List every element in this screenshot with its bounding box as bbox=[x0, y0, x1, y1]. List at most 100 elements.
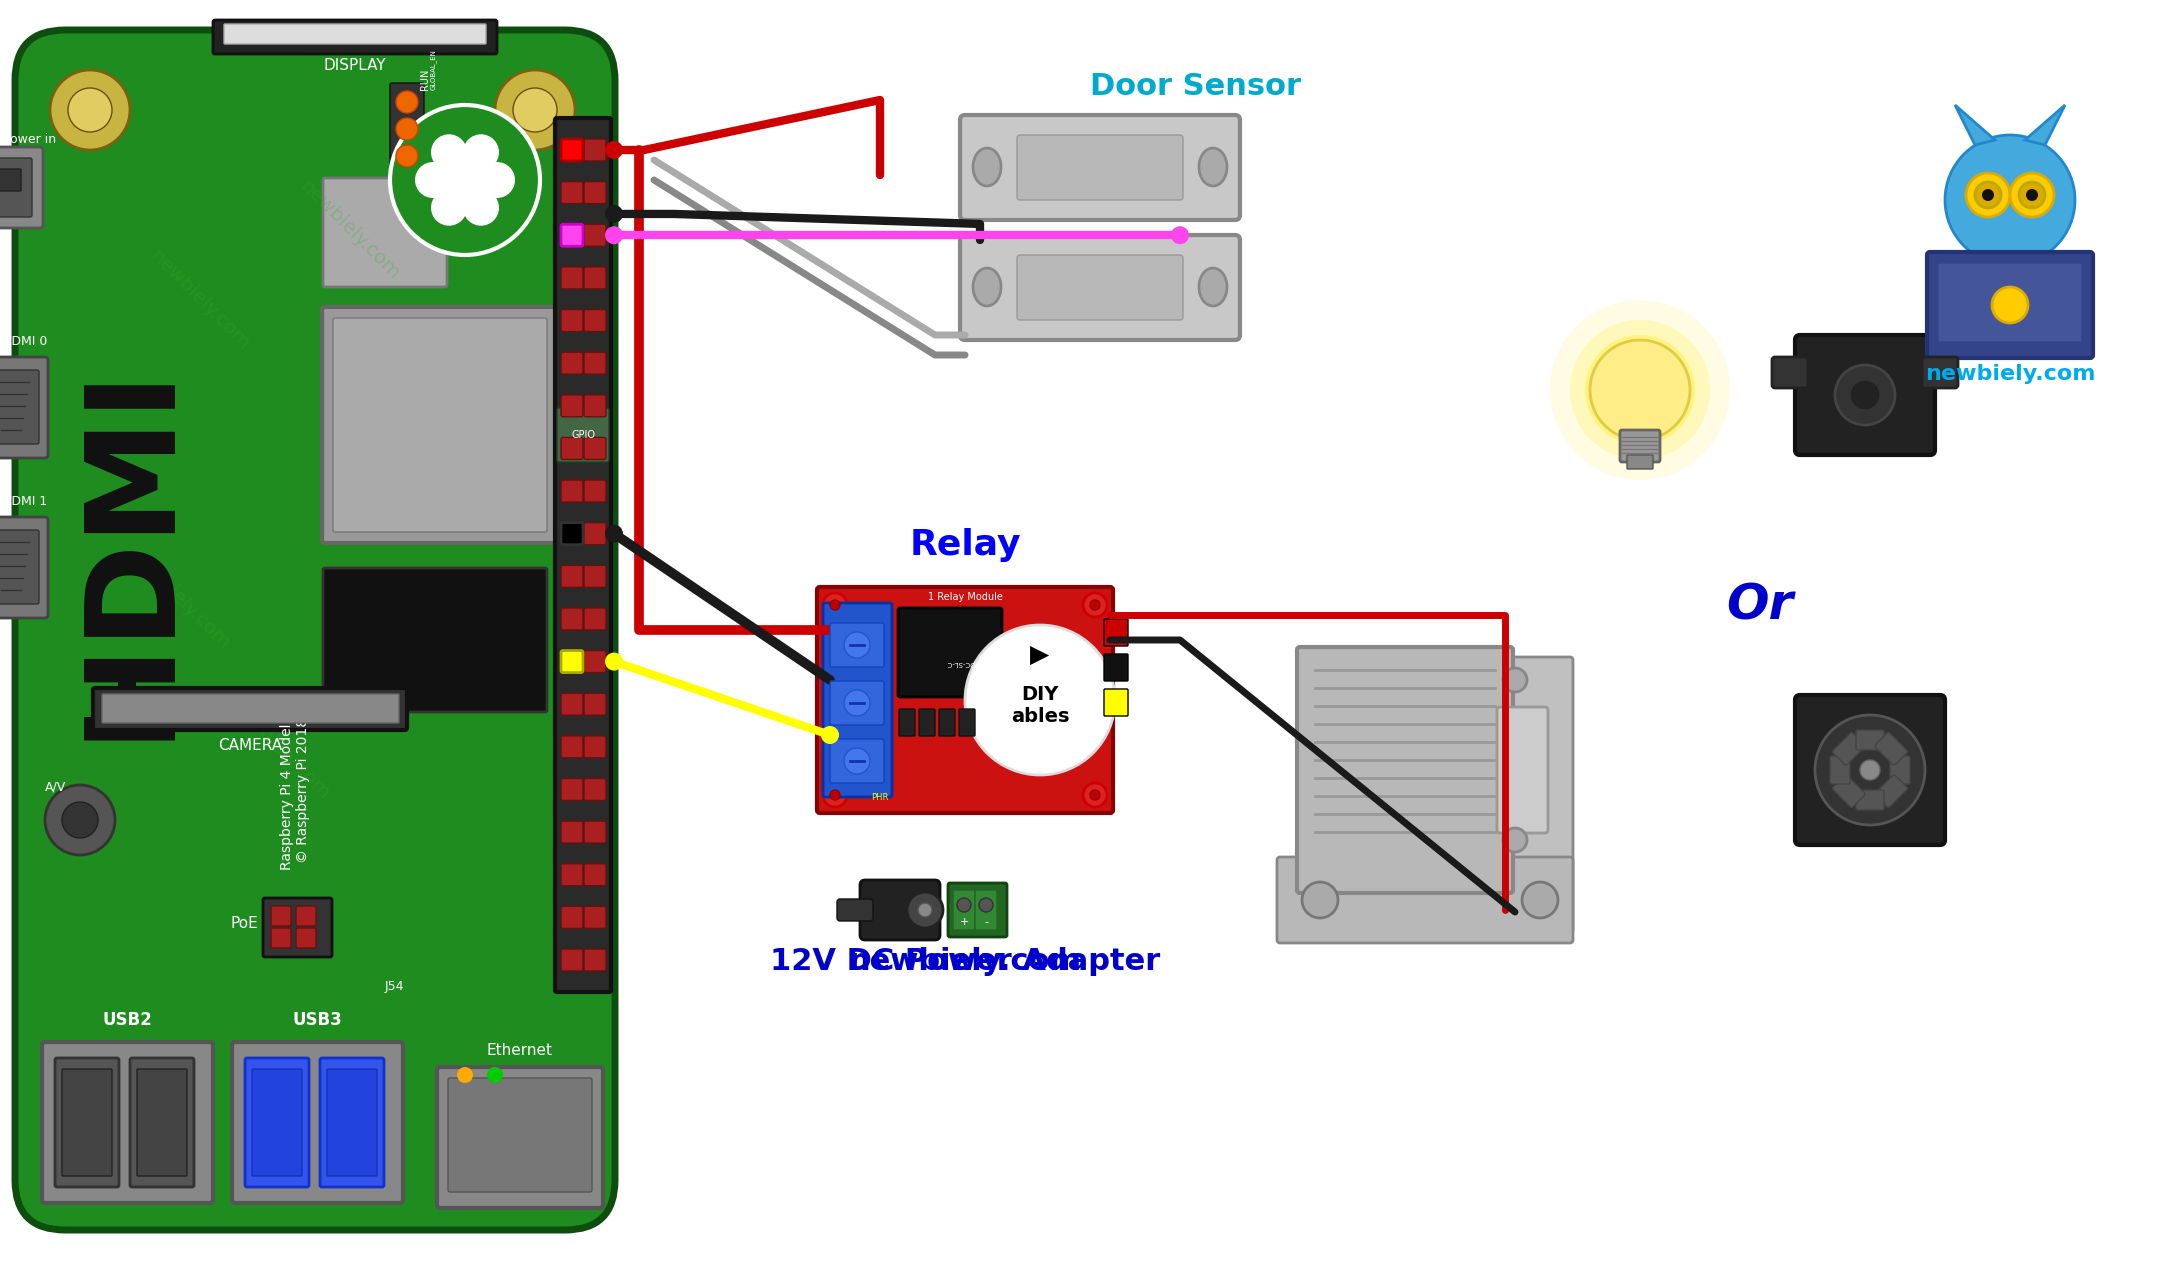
FancyBboxPatch shape bbox=[561, 565, 583, 587]
FancyBboxPatch shape bbox=[897, 608, 1001, 697]
Circle shape bbox=[1946, 135, 2076, 265]
Text: DISPLAY: DISPLAY bbox=[323, 58, 386, 73]
FancyBboxPatch shape bbox=[54, 1058, 119, 1188]
FancyBboxPatch shape bbox=[1103, 689, 1129, 716]
FancyBboxPatch shape bbox=[223, 24, 485, 44]
Circle shape bbox=[67, 1128, 113, 1172]
FancyBboxPatch shape bbox=[0, 357, 48, 458]
Circle shape bbox=[464, 134, 498, 170]
FancyBboxPatch shape bbox=[1833, 775, 1866, 808]
FancyBboxPatch shape bbox=[1937, 262, 2082, 342]
Text: DIY
ables: DIY ables bbox=[1010, 684, 1068, 726]
FancyBboxPatch shape bbox=[271, 928, 290, 948]
FancyBboxPatch shape bbox=[1497, 707, 1547, 833]
Text: USB3: USB3 bbox=[293, 1011, 342, 1029]
FancyBboxPatch shape bbox=[297, 928, 316, 948]
Circle shape bbox=[464, 189, 498, 226]
FancyBboxPatch shape bbox=[561, 266, 583, 289]
FancyBboxPatch shape bbox=[561, 480, 583, 502]
FancyBboxPatch shape bbox=[1627, 456, 1653, 469]
FancyBboxPatch shape bbox=[0, 370, 39, 444]
Circle shape bbox=[605, 525, 622, 543]
FancyBboxPatch shape bbox=[1890, 756, 1909, 784]
Circle shape bbox=[46, 785, 115, 854]
Ellipse shape bbox=[973, 268, 1001, 305]
Text: HDMI: HDMI bbox=[69, 361, 191, 740]
Circle shape bbox=[457, 1066, 472, 1083]
FancyBboxPatch shape bbox=[1773, 357, 1807, 387]
FancyBboxPatch shape bbox=[583, 863, 607, 886]
Text: Ethernet: Ethernet bbox=[488, 1042, 553, 1058]
FancyBboxPatch shape bbox=[583, 352, 607, 374]
Text: newbiely.com: newbiely.com bbox=[228, 697, 334, 804]
Circle shape bbox=[1504, 828, 1528, 852]
Text: J54: J54 bbox=[386, 981, 405, 993]
Circle shape bbox=[919, 904, 932, 917]
FancyBboxPatch shape bbox=[390, 83, 425, 177]
FancyBboxPatch shape bbox=[899, 709, 914, 736]
FancyBboxPatch shape bbox=[583, 693, 607, 716]
Circle shape bbox=[1090, 790, 1101, 800]
FancyBboxPatch shape bbox=[1016, 255, 1183, 321]
FancyBboxPatch shape bbox=[561, 822, 583, 843]
Text: newbiely.com: newbiely.com bbox=[147, 247, 254, 355]
FancyBboxPatch shape bbox=[947, 883, 1008, 936]
FancyBboxPatch shape bbox=[817, 587, 1114, 813]
Circle shape bbox=[1851, 380, 1881, 410]
FancyBboxPatch shape bbox=[323, 307, 557, 543]
FancyBboxPatch shape bbox=[1794, 695, 1946, 846]
Circle shape bbox=[1571, 321, 1710, 461]
Text: -: - bbox=[984, 917, 988, 928]
Circle shape bbox=[1835, 365, 1894, 425]
FancyBboxPatch shape bbox=[583, 651, 607, 673]
Text: newbiely.com: newbiely.com bbox=[126, 546, 234, 654]
FancyBboxPatch shape bbox=[1103, 654, 1129, 681]
FancyBboxPatch shape bbox=[561, 949, 583, 970]
Circle shape bbox=[494, 1111, 574, 1190]
FancyBboxPatch shape bbox=[960, 235, 1240, 339]
FancyBboxPatch shape bbox=[0, 169, 22, 191]
FancyBboxPatch shape bbox=[15, 30, 615, 1230]
FancyBboxPatch shape bbox=[561, 352, 583, 374]
Circle shape bbox=[431, 134, 468, 170]
Text: +: + bbox=[960, 917, 969, 928]
Circle shape bbox=[1816, 716, 1924, 825]
Text: SRD-05VDC-SL-C: SRD-05VDC-SL-C bbox=[945, 660, 1003, 666]
Circle shape bbox=[1090, 599, 1101, 610]
Circle shape bbox=[1302, 882, 1337, 917]
FancyBboxPatch shape bbox=[561, 651, 583, 673]
Circle shape bbox=[843, 690, 869, 716]
FancyBboxPatch shape bbox=[583, 480, 607, 502]
Circle shape bbox=[1521, 882, 1558, 917]
FancyBboxPatch shape bbox=[561, 438, 583, 459]
FancyBboxPatch shape bbox=[583, 565, 607, 587]
FancyBboxPatch shape bbox=[583, 949, 607, 970]
FancyBboxPatch shape bbox=[953, 890, 975, 930]
Text: Raspberry Pi 4 Model B
© Raspberry Pi 2018: Raspberry Pi 4 Model B © Raspberry Pi 20… bbox=[280, 709, 310, 871]
Circle shape bbox=[908, 892, 943, 928]
FancyBboxPatch shape bbox=[1922, 357, 1959, 387]
Text: HDMI 0: HDMI 0 bbox=[2, 334, 48, 348]
Circle shape bbox=[823, 782, 847, 806]
FancyBboxPatch shape bbox=[583, 225, 607, 246]
FancyBboxPatch shape bbox=[583, 139, 607, 162]
FancyBboxPatch shape bbox=[323, 568, 546, 712]
FancyBboxPatch shape bbox=[960, 709, 975, 736]
FancyBboxPatch shape bbox=[0, 158, 33, 217]
FancyBboxPatch shape bbox=[102, 694, 399, 723]
FancyBboxPatch shape bbox=[583, 906, 607, 929]
Polygon shape bbox=[2024, 105, 2065, 145]
FancyBboxPatch shape bbox=[555, 119, 611, 992]
FancyBboxPatch shape bbox=[975, 890, 997, 930]
Circle shape bbox=[1170, 226, 1190, 245]
Circle shape bbox=[605, 141, 622, 159]
FancyBboxPatch shape bbox=[1794, 334, 1935, 456]
FancyBboxPatch shape bbox=[0, 517, 48, 618]
FancyBboxPatch shape bbox=[557, 408, 609, 462]
Text: newbiely.com: newbiely.com bbox=[297, 177, 403, 284]
FancyBboxPatch shape bbox=[130, 1058, 195, 1188]
Circle shape bbox=[494, 69, 574, 150]
Circle shape bbox=[397, 119, 418, 140]
FancyBboxPatch shape bbox=[561, 139, 583, 162]
Circle shape bbox=[1549, 300, 1729, 480]
